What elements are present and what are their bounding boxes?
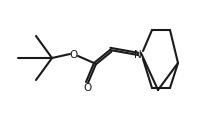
Text: N: N xyxy=(134,50,142,60)
Text: O: O xyxy=(70,50,78,60)
Text: O: O xyxy=(83,83,91,93)
